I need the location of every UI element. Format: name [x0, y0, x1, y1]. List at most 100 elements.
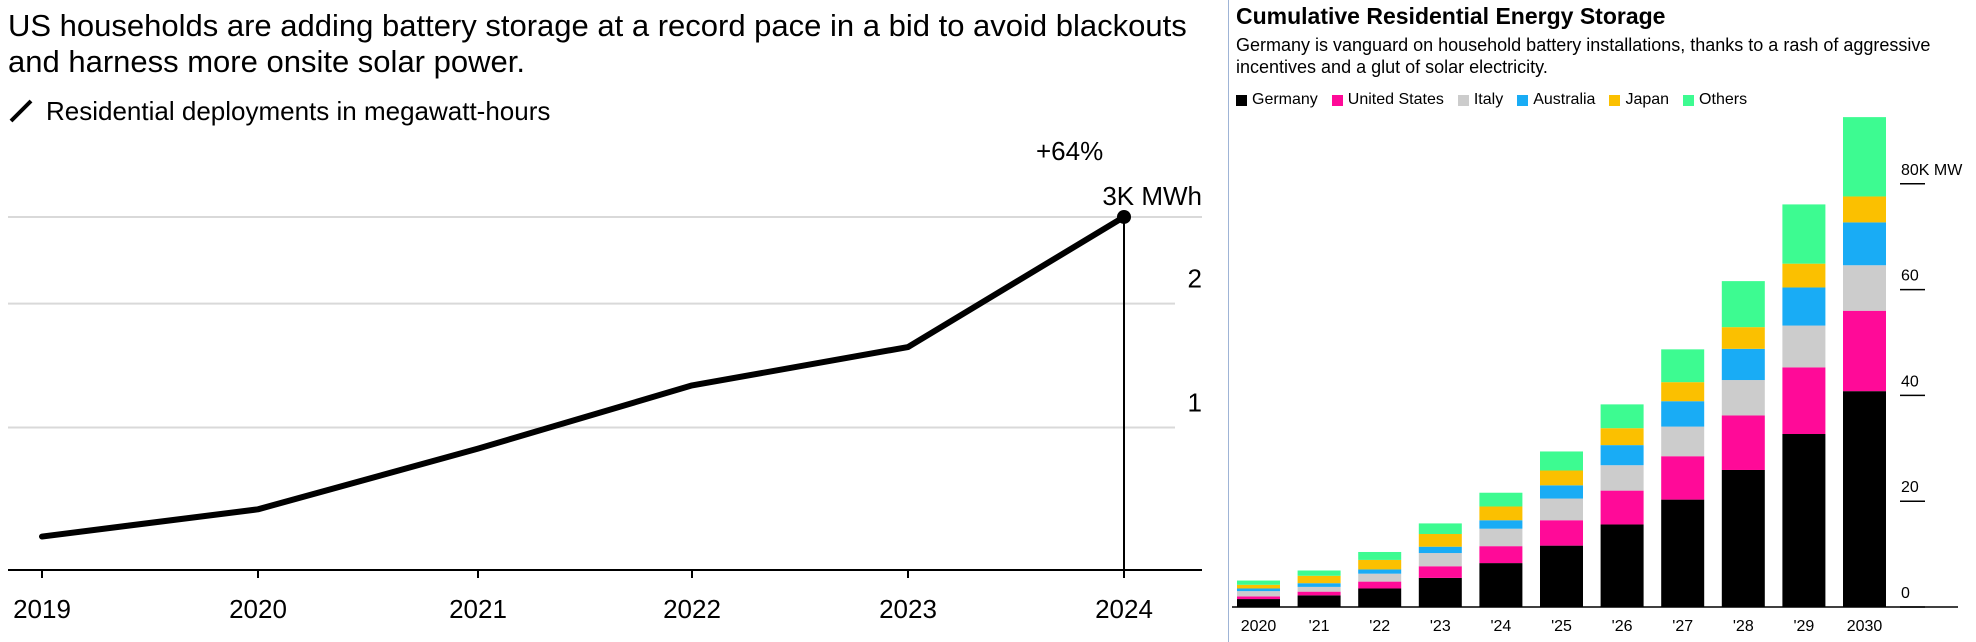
bar-segment [1418, 566, 1462, 578]
x-tick-label: '24 [1490, 618, 1511, 635]
bar-segment [1661, 382, 1705, 402]
bar-segment [1358, 581, 1402, 589]
line-chart: 1 2 2019 2020 2021 2022 2023 2024 3K MWh +64% [8, 136, 1202, 624]
bar-segment [1782, 204, 1826, 264]
x-tick-label: 2021 [449, 594, 507, 624]
bar-segment [1479, 546, 1523, 564]
bar-segment [1297, 586, 1341, 592]
x-tick-label: '28 [1733, 618, 1754, 635]
legend-item: Australia [1517, 90, 1595, 110]
bar-segment [1297, 575, 1341, 584]
legend-swatch [1609, 94, 1621, 106]
x-tick-label: 2022 [663, 594, 721, 624]
bar-segment [1721, 415, 1765, 470]
bar-segment [1721, 469, 1765, 607]
bar-segment [1358, 559, 1402, 570]
bar-segment [1540, 451, 1583, 471]
left-panel: US households are adding battery storage… [8, 8, 1202, 624]
legend-swatch [1236, 94, 1247, 106]
bar-segment [1721, 380, 1765, 416]
legend-item: Others [1683, 90, 1747, 110]
bar-segment [1782, 263, 1826, 288]
stacked-chart-subtitle: Germany is vanguard on household battery… [1236, 35, 1931, 77]
bar-segment [1843, 310, 1886, 392]
bar-segment [1479, 563, 1523, 607]
bar-segment [1479, 528, 1523, 547]
bar-segment [1358, 573, 1402, 582]
legend-label: Australia [1533, 91, 1596, 108]
bar-segment [1843, 117, 1886, 197]
bar-segment [1237, 588, 1280, 592]
bar-segment [1297, 591, 1341, 596]
bar-segment [1721, 348, 1765, 381]
stacked-bar-chart: 2020 '21 '22 '23 '24 '25 '26 '27 '28 '29 2030 0 20 40… [1232, 117, 1963, 635]
bar-segment [1479, 506, 1523, 521]
line-legend-swatch [9, 99, 33, 123]
right-panel: Cumulative Residential Energy Storage Ge… [1228, 0, 1976, 642]
x-tick-label: '26 [1612, 618, 1633, 635]
bar-segment [1600, 465, 1644, 491]
legend-swatch [1683, 94, 1695, 106]
x-tick-label: '29 [1793, 618, 1814, 635]
bar-segment [1843, 196, 1886, 223]
bar-segment [1479, 492, 1523, 507]
headline: US households are adding battery storage… [8, 8, 1187, 79]
legend-item: Germany [1236, 90, 1318, 110]
bar-segment [1661, 456, 1705, 500]
bar-segment [1418, 533, 1462, 547]
line-legend-label: Residential deployments in megawatt-hour… [46, 96, 551, 126]
legend-item: United States [1331, 90, 1444, 110]
bar-segment [1721, 281, 1765, 328]
legend-label: United States [1347, 91, 1444, 108]
x-tick-label: '22 [1369, 618, 1390, 635]
legend-item: Japan [1609, 90, 1669, 110]
bar-segment [1661, 349, 1705, 383]
bar-segment [1843, 265, 1886, 311]
legend-label: Japan [1625, 91, 1670, 108]
legend-swatch [1331, 94, 1343, 106]
bar-segment [1297, 570, 1341, 576]
bar-segment [1782, 287, 1826, 326]
bar-segment [1600, 428, 1644, 446]
bar-segment [1237, 596, 1280, 600]
legend-swatch [1517, 94, 1529, 106]
line-legend: Residential deployments in megawatt-hour… [8, 96, 550, 126]
bar-segment [1418, 577, 1462, 607]
bar-segment [1479, 520, 1523, 529]
legend-swatch [1457, 94, 1469, 106]
x-tick-label: 2023 [879, 594, 937, 624]
bar-segment [1661, 499, 1705, 607]
bar-segment [1721, 327, 1765, 349]
y-tick-label: 80K MW [1901, 162, 1963, 179]
bar-segment [1843, 391, 1886, 607]
y-tick-label: 0 [1901, 585, 1910, 602]
y-tick-label: 20 [1901, 479, 1919, 496]
x-tick-label: '23 [1430, 618, 1451, 635]
bar-segment [1237, 599, 1280, 607]
bar-segment [1418, 523, 1462, 534]
x-tick-label: 2030 [1847, 618, 1883, 635]
bar-segment [1358, 569, 1402, 574]
bar-segment [1297, 583, 1341, 587]
bar-segment [1540, 485, 1583, 499]
bar-segment [1358, 551, 1402, 560]
x-tick-label: 2019 [13, 594, 71, 624]
bar-segment [1600, 445, 1644, 466]
legend-label: Italy [1473, 91, 1504, 108]
x-tick-label: 2020 [229, 594, 287, 624]
bar-segment [1782, 367, 1826, 435]
bar-segment [1600, 490, 1644, 525]
percent-change-label: +64% [1036, 136, 1103, 166]
bar-segment [1843, 222, 1886, 266]
bar-segment [1540, 498, 1583, 521]
bar-segment [1358, 588, 1402, 607]
y-tick-label: 2 [1188, 264, 1202, 294]
bar-segment [1540, 520, 1583, 546]
bar-segment [1237, 584, 1280, 589]
bar-segment [1540, 470, 1583, 486]
bar-segment [1600, 404, 1644, 429]
y-tick-label: 40 [1901, 373, 1919, 390]
bar-segment [1237, 580, 1280, 585]
bar-segment [1418, 553, 1462, 567]
x-tick-label: '21 [1309, 618, 1330, 635]
